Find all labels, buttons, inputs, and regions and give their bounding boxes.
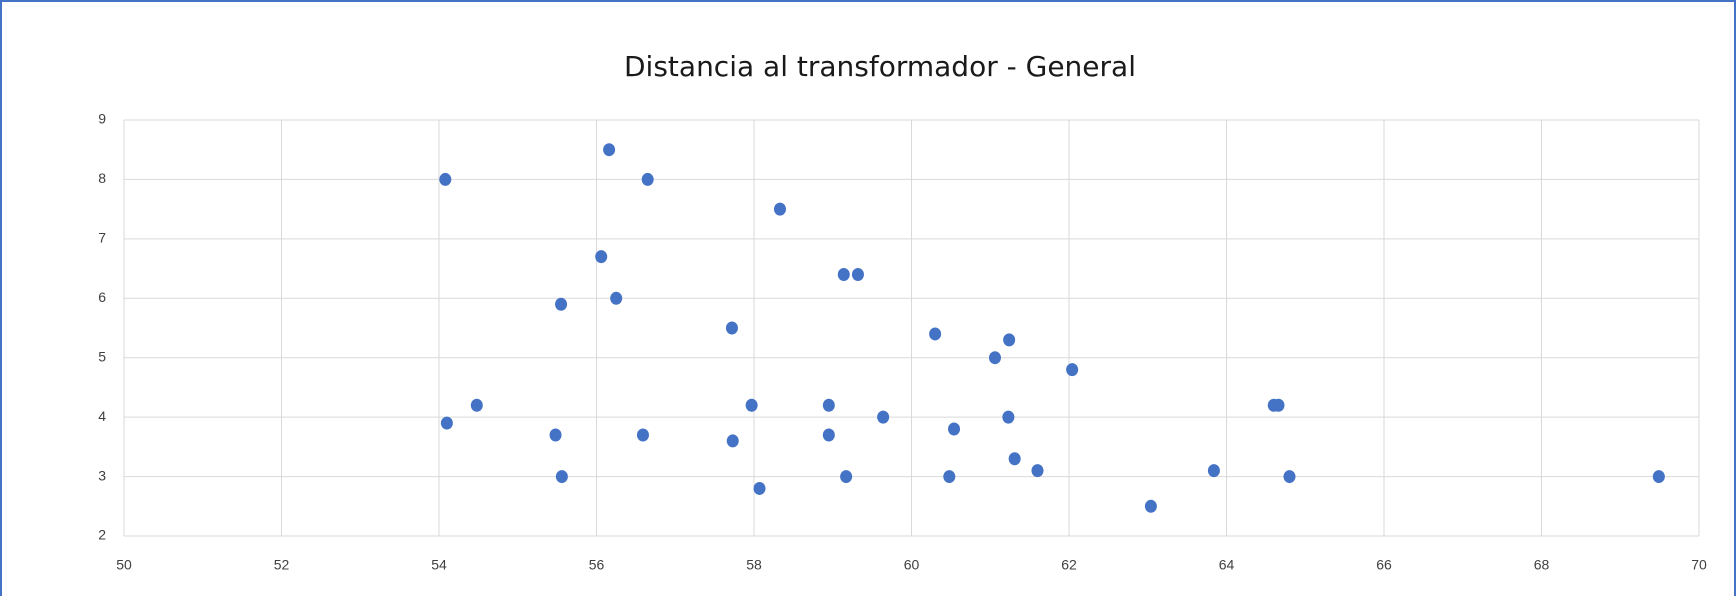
x-tick-label: 50 bbox=[116, 557, 132, 573]
point bbox=[549, 428, 562, 442]
point bbox=[1144, 499, 1157, 513]
point bbox=[1652, 470, 1665, 484]
x-tick-label: 56 bbox=[589, 557, 605, 573]
point bbox=[929, 327, 942, 341]
point bbox=[726, 434, 739, 448]
point bbox=[753, 481, 766, 495]
y-tick-label: 4 bbox=[98, 408, 106, 424]
point bbox=[440, 416, 453, 430]
chart-title: Distancia al transformador - General bbox=[624, 50, 1136, 83]
y-tick-label: 6 bbox=[98, 289, 106, 305]
y-tick-label: 8 bbox=[98, 170, 106, 186]
point bbox=[636, 428, 649, 442]
x-tick-label: 54 bbox=[431, 557, 447, 573]
point bbox=[851, 268, 864, 282]
point bbox=[1207, 464, 1220, 478]
point bbox=[555, 470, 568, 484]
point bbox=[610, 291, 623, 305]
point bbox=[1031, 464, 1044, 478]
x-tick-label: 68 bbox=[1534, 557, 1550, 573]
y-tick-label: 2 bbox=[98, 527, 106, 543]
point bbox=[1066, 363, 1079, 377]
x-tick-label: 66 bbox=[1376, 557, 1392, 573]
point bbox=[773, 202, 786, 216]
x-tick-label: 52 bbox=[274, 557, 290, 573]
point bbox=[877, 410, 890, 424]
y-tick-label: 5 bbox=[98, 348, 106, 364]
x-tick-label: 70 bbox=[1691, 557, 1707, 573]
point bbox=[822, 428, 835, 442]
point bbox=[641, 172, 654, 186]
point bbox=[603, 143, 616, 157]
point bbox=[555, 297, 568, 311]
point bbox=[943, 470, 956, 484]
point bbox=[439, 172, 452, 186]
point bbox=[725, 321, 738, 335]
point bbox=[948, 422, 961, 436]
point bbox=[1003, 333, 1016, 347]
x-tick-label: 60 bbox=[904, 557, 920, 573]
point bbox=[1008, 452, 1021, 466]
point bbox=[1002, 410, 1015, 424]
x-tick-label: 58 bbox=[746, 557, 762, 573]
point bbox=[745, 398, 758, 412]
point bbox=[470, 398, 483, 412]
point bbox=[988, 351, 1001, 365]
point bbox=[822, 398, 835, 412]
x-tick-label: 64 bbox=[1219, 557, 1235, 573]
point bbox=[1283, 470, 1296, 484]
point bbox=[1272, 398, 1285, 412]
y-tick-label: 3 bbox=[98, 467, 106, 483]
point bbox=[840, 470, 853, 484]
point bbox=[837, 268, 850, 282]
point bbox=[595, 250, 608, 264]
y-tick-label: 9 bbox=[98, 111, 106, 127]
x-tick-label: 62 bbox=[1061, 557, 1077, 573]
y-tick-label: 7 bbox=[98, 230, 106, 246]
